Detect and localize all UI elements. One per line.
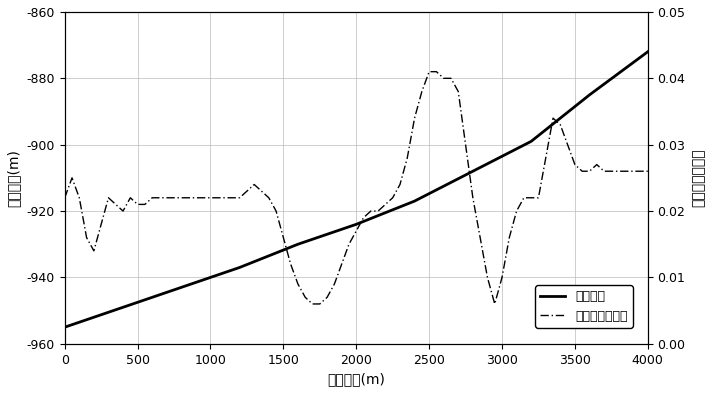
海底深度 (644, 50, 652, 54)
Line: 海底深度: 海底深度 (65, 52, 648, 327)
海底深度 (61, 325, 69, 330)
海底深度 (177, 285, 186, 290)
Y-axis label: 海底地形坡度角: 海底地形坡度角 (691, 149, 705, 207)
海底地形坡度角 (600, 169, 608, 174)
Legend: 海底深度, 海底地形坡度角: 海底深度, 海底地形坡度角 (535, 285, 633, 328)
海底深度 (468, 169, 477, 174)
海底深度 (410, 199, 419, 204)
Line: 海底地形坡度角: 海底地形坡度角 (65, 72, 648, 304)
Y-axis label: 海底深度(m): 海底深度(m) (7, 149, 21, 207)
海底地形坡度角 (439, 76, 448, 81)
海底地形坡度角 (644, 169, 652, 174)
海底深度 (352, 222, 360, 227)
海底深度 (527, 139, 535, 144)
海底地形坡度角 (549, 116, 557, 121)
X-axis label: 横向距离(m): 横向距离(m) (328, 372, 385, 386)
海底地形坡度角 (578, 169, 587, 174)
海底地形坡度角 (425, 69, 434, 74)
海底深度 (585, 92, 594, 97)
海底地形坡度角 (308, 301, 317, 306)
海底地形坡度角 (61, 195, 69, 200)
海底深度 (119, 305, 127, 310)
海底深度 (236, 265, 244, 270)
海底地形坡度角 (389, 195, 397, 200)
海底深度 (293, 242, 302, 246)
海底地形坡度角 (505, 235, 513, 240)
